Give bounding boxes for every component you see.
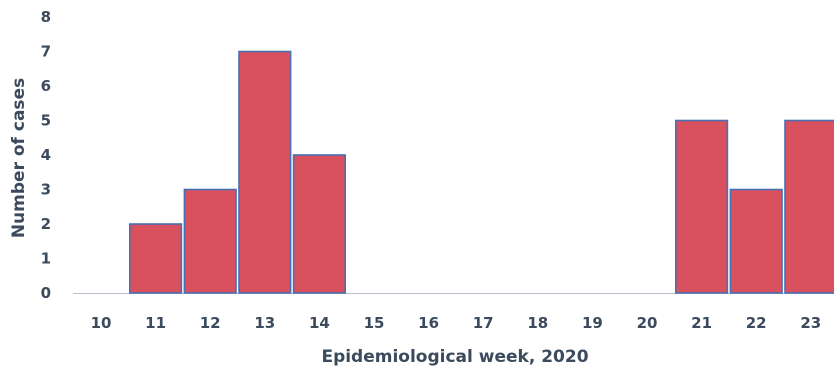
y-tick-label: 5: [41, 112, 51, 130]
y-axis-ticks: 0 1 2 3 4 5 6 7 8: [41, 8, 51, 302]
x-tick-label: 14: [309, 314, 330, 332]
bar-week-14: [292, 154, 347, 294]
bar-week-11: [129, 223, 183, 294]
bar-week-13: [238, 50, 292, 294]
y-tick-label: 7: [41, 43, 51, 61]
x-tick-label: 18: [527, 314, 548, 332]
x-tick-label: 17: [473, 314, 494, 332]
x-tick-label: 23: [800, 314, 821, 332]
x-tick-label: 16: [418, 314, 439, 332]
y-tick-label: 3: [41, 181, 51, 199]
x-tick-label: 19: [582, 314, 603, 332]
bar-week-21: [674, 119, 729, 294]
y-tick-label: 2: [41, 215, 51, 233]
bar-week-12: [183, 188, 237, 294]
x-tick-label: 10: [91, 314, 112, 332]
x-axis-title: Epidemiological week, 2020: [321, 347, 588, 367]
x-tick-label: 15: [364, 314, 385, 332]
x-tick-label: 12: [200, 314, 221, 332]
x-tick-label: 13: [254, 314, 275, 332]
x-axis-ticks: 10 11 12 13 14 15 16 17 18 19 20 21 22 23: [91, 314, 822, 332]
x-tick-label: 21: [691, 314, 712, 332]
x-tick-label: 22: [746, 314, 767, 332]
y-tick-label: 6: [41, 77, 51, 95]
x-tick-label: 20: [637, 314, 658, 332]
y-axis-title: Number of cases: [9, 78, 29, 238]
y-tick-label: 1: [41, 250, 51, 268]
y-tick-label: 8: [41, 8, 51, 26]
bar-week-23: [784, 119, 834, 294]
y-tick-label: 0: [41, 284, 51, 302]
y-tick-label: 4: [41, 146, 51, 164]
x-tick-label: 11: [145, 314, 166, 332]
bars: [129, 50, 834, 294]
bar-week-22: [729, 188, 783, 294]
